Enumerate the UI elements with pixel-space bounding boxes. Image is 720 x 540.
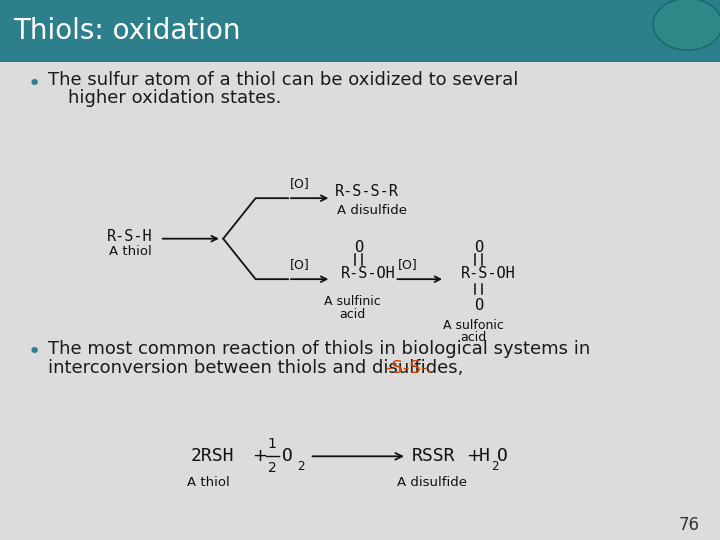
Text: O: O xyxy=(497,447,508,465)
Bar xyxy=(0,0,720,62)
Text: acid: acid xyxy=(340,308,366,321)
Text: •: • xyxy=(27,342,40,362)
Text: +: + xyxy=(252,447,267,465)
Text: 2: 2 xyxy=(268,461,276,475)
Text: A disulfide: A disulfide xyxy=(337,204,407,217)
Text: A thiol: A thiol xyxy=(187,476,230,489)
Text: higher oxidation states.: higher oxidation states. xyxy=(68,89,281,107)
Text: 2: 2 xyxy=(297,460,304,472)
Text: R-S-S-R: R-S-S-R xyxy=(335,184,399,199)
Text: A sulfonic: A sulfonic xyxy=(443,319,503,332)
Text: 1: 1 xyxy=(268,437,276,451)
Text: RSSR: RSSR xyxy=(412,447,455,465)
Text: -S-S-.: -S-S-. xyxy=(385,359,433,377)
Text: The most common reaction of thiols in biological systems in: The most common reaction of thiols in bi… xyxy=(48,340,590,358)
Text: Thiols: oxidation: Thiols: oxidation xyxy=(13,17,240,45)
Text: +: + xyxy=(467,447,482,465)
Text: interconversion between thiols and disulfides,: interconversion between thiols and disul… xyxy=(48,359,463,377)
Text: [O]: [O] xyxy=(397,258,417,271)
Text: The sulfur atom of a thiol can be oxidized to several: The sulfur atom of a thiol can be oxidiz… xyxy=(48,71,518,89)
Text: R-S-OH: R-S-OH xyxy=(341,266,395,281)
Text: 76: 76 xyxy=(679,516,700,534)
Text: O: O xyxy=(474,240,483,255)
Text: 2: 2 xyxy=(491,460,498,472)
Text: [O]: [O] xyxy=(289,177,309,190)
Text: R-S-OH: R-S-OH xyxy=(461,266,516,281)
Text: A sulfinic: A sulfinic xyxy=(325,295,381,308)
Text: R-S-H: R-S-H xyxy=(107,229,152,244)
Text: A disulfide: A disulfide xyxy=(397,476,467,489)
Text: H: H xyxy=(479,447,490,465)
Text: acid: acid xyxy=(460,331,486,344)
Text: O: O xyxy=(354,240,363,255)
Circle shape xyxy=(653,0,720,50)
Text: •: • xyxy=(27,73,40,94)
Text: 2RSH: 2RSH xyxy=(191,447,234,465)
Text: O: O xyxy=(474,298,483,313)
Text: A thiol: A thiol xyxy=(109,245,152,258)
Text: [O]: [O] xyxy=(289,258,309,271)
Text: O: O xyxy=(282,447,293,465)
